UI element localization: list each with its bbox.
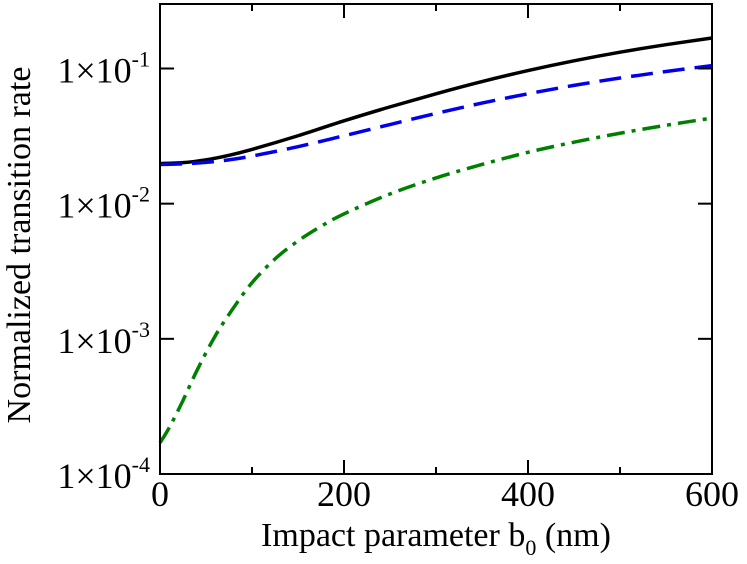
- series-line-dashed: [159, 63, 713, 167]
- x-tick-label: 200: [317, 474, 371, 514]
- tick-labels-group: 0 200 400 600 1×10-4 1×10-3 1×10-2 1×10-1: [57, 46, 739, 514]
- series-line-solid: [159, 36, 713, 166]
- y-tick-label: 1×10-3: [57, 317, 150, 361]
- series-line-dash-dot: [158, 116, 713, 444]
- y-tick-label: 1×10-1: [57, 46, 150, 90]
- x-tick-label: 600: [685, 474, 739, 514]
- plot-frame: [159, 3, 713, 475]
- y-axis-title: Normalized transition rate: [1, 67, 38, 424]
- x-tick-label: 400: [501, 474, 555, 514]
- x-tick-label: 0: [151, 474, 169, 514]
- x-axis-title-suffix: (nm): [536, 517, 611, 554]
- x-axis-title: Impact parameter b0 (nm): [261, 517, 611, 560]
- series-group: [158, 36, 713, 444]
- y-tick-label: 1×10-4: [57, 452, 150, 496]
- y-tick-label: 1×10-2: [57, 182, 150, 226]
- ticks-group: [159, 4, 713, 475]
- x-axis-title-subscript: 0: [525, 535, 536, 560]
- x-axis-title-main: Impact parameter b: [261, 517, 525, 554]
